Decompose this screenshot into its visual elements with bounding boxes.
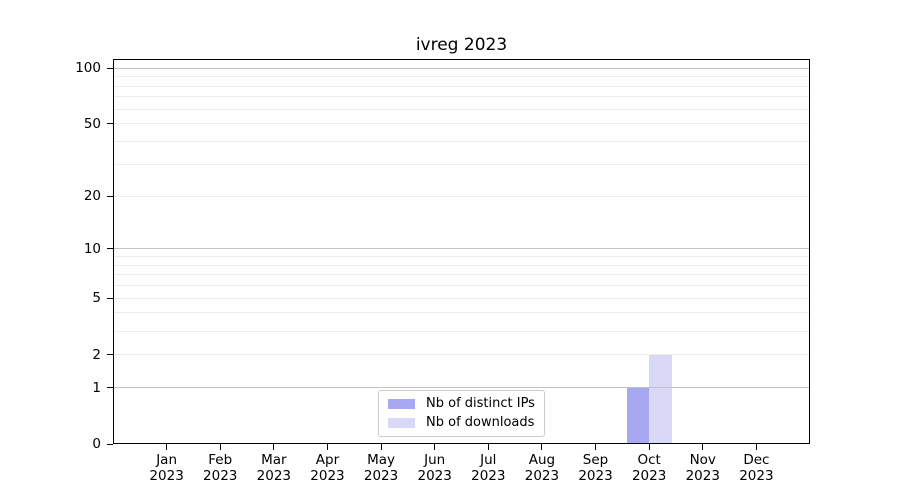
gridline-minor-y-5 bbox=[113, 297, 810, 299]
x-label-month-aug: Aug bbox=[528, 452, 556, 468]
legend-label-downloads: Nb of downloads bbox=[426, 415, 535, 430]
gridline-minor-y-70 bbox=[113, 96, 810, 98]
gridline-minor-y-3 bbox=[113, 330, 810, 332]
y-tick-label-10: 10 bbox=[83, 240, 101, 257]
x-tick-jul bbox=[487, 444, 489, 450]
bar-oct-nb-of-downloads bbox=[649, 354, 672, 444]
x-label-month-mar: Mar bbox=[261, 452, 287, 468]
gridline-minor-y-50 bbox=[113, 123, 810, 125]
legend-swatch-downloads bbox=[388, 418, 415, 428]
x-tick-aug bbox=[541, 444, 543, 450]
gridline-minor-y-90 bbox=[113, 76, 810, 78]
y-tick-label-100: 100 bbox=[75, 60, 101, 77]
x-tick-jan bbox=[166, 444, 168, 450]
y-tick-label-2: 2 bbox=[92, 346, 101, 363]
x-tick-nov bbox=[702, 444, 704, 450]
x-label-year-apr: 2023 bbox=[310, 468, 345, 484]
x-tick-apr bbox=[326, 444, 328, 450]
x-label-year-aug: 2023 bbox=[524, 468, 560, 484]
x-tick-label-jul: Jul 2023 bbox=[458, 452, 518, 484]
x-tick-oct bbox=[648, 444, 650, 450]
x-label-year-jun: 2023 bbox=[417, 468, 452, 484]
x-tick-mar bbox=[273, 444, 275, 450]
gridline-major-y-1 bbox=[113, 387, 810, 389]
y-tick-10 bbox=[107, 248, 113, 250]
x-label-month-jun: Jun bbox=[424, 452, 446, 468]
x-label-year-oct: 2023 bbox=[631, 468, 667, 484]
x-tick-label-sep: Sep 2023 bbox=[566, 452, 626, 484]
gridline-minor-y-30 bbox=[113, 163, 810, 165]
x-tick-sep bbox=[595, 444, 597, 450]
gridline-minor-y-8 bbox=[113, 264, 810, 266]
x-label-year-jul: 2023 bbox=[471, 468, 506, 484]
y-tick-100 bbox=[107, 67, 113, 69]
x-tick-label-feb: Feb 2023 bbox=[190, 452, 250, 484]
x-label-month-dec: Dec bbox=[743, 452, 770, 468]
x-tick-label-oct: Oct 2023 bbox=[619, 452, 679, 484]
x-tick-label-aug: Aug 2023 bbox=[512, 452, 572, 484]
x-tick-feb bbox=[219, 444, 221, 450]
y-tick-2 bbox=[107, 354, 113, 356]
x-tick-label-jan: Jan 2023 bbox=[137, 452, 197, 484]
x-tick-label-nov: Nov 2023 bbox=[673, 452, 733, 484]
gridline-minor-y-4 bbox=[113, 312, 810, 314]
x-label-month-nov: Nov bbox=[689, 452, 716, 468]
gridline-minor-y-2 bbox=[113, 354, 810, 356]
x-tick-label-dec: Dec 2023 bbox=[726, 452, 786, 484]
y-tick-0 bbox=[107, 443, 113, 445]
x-label-month-apr: Apr bbox=[315, 452, 340, 468]
x-label-year-sep: 2023 bbox=[578, 468, 613, 484]
gridline-major-y-10 bbox=[113, 248, 810, 250]
legend-label-distinct-ips: Nb of distinct IPs bbox=[426, 396, 535, 411]
x-label-year-mar: 2023 bbox=[256, 468, 292, 484]
legend-item-distinct-ips: Nb of distinct IPs bbox=[388, 396, 535, 412]
x-tick-label-mar: Mar 2023 bbox=[244, 452, 304, 484]
x-label-year-jan: 2023 bbox=[149, 468, 184, 484]
y-tick-label-1: 1 bbox=[92, 379, 101, 396]
bar-oct-nb-of-distinct-ips bbox=[626, 387, 650, 444]
gridline-minor-y-40 bbox=[113, 141, 810, 143]
y-tick-label-20: 20 bbox=[83, 188, 101, 205]
x-label-year-feb: 2023 bbox=[203, 468, 238, 484]
y-tick-label-50: 50 bbox=[83, 115, 101, 132]
chart-title: ivreg 2023 bbox=[415, 35, 508, 55]
gridline-minor-y-9 bbox=[113, 255, 810, 257]
gridline-major-y-100 bbox=[113, 67, 810, 69]
x-label-year-may: 2023 bbox=[363, 468, 399, 484]
gridline-minor-y-7 bbox=[113, 274, 810, 276]
x-label-month-feb: Feb bbox=[208, 452, 233, 468]
legend-item-downloads: Nb of downloads bbox=[388, 415, 535, 431]
legend-swatch-distinct-ips bbox=[388, 399, 415, 409]
x-label-month-sep: Sep bbox=[582, 452, 609, 468]
x-tick-jun bbox=[434, 444, 436, 450]
x-tick-label-jun: Jun 2023 bbox=[405, 452, 465, 484]
y-tick-1 bbox=[107, 387, 113, 389]
x-tick-label-apr: Apr 2023 bbox=[297, 452, 357, 484]
x-tick-may bbox=[380, 444, 382, 450]
x-label-month-may: May bbox=[367, 452, 396, 468]
y-tick-50 bbox=[107, 123, 113, 125]
gridline-minor-y-60 bbox=[113, 108, 810, 110]
y-tick-5 bbox=[107, 297, 113, 299]
x-label-month-jan: Jan bbox=[156, 452, 178, 468]
y-tick-label-0: 0 bbox=[92, 436, 101, 452]
y-tick-label-5: 5 bbox=[92, 290, 101, 307]
x-label-year-nov: 2023 bbox=[685, 468, 720, 484]
x-tick-label-may: May 2023 bbox=[351, 452, 411, 484]
gridline-minor-y-20 bbox=[113, 195, 810, 197]
gridline-minor-y-6 bbox=[113, 285, 810, 287]
gridline-minor-y-80 bbox=[113, 85, 810, 87]
y-tick-20 bbox=[107, 195, 113, 197]
x-label-month-oct: Oct bbox=[637, 452, 661, 468]
x-tick-dec bbox=[755, 444, 757, 450]
x-label-year-dec: 2023 bbox=[739, 468, 774, 484]
x-label-month-jul: Jul bbox=[480, 452, 497, 468]
legend: Nb of distinct IPs Nb of downloads bbox=[378, 390, 545, 437]
